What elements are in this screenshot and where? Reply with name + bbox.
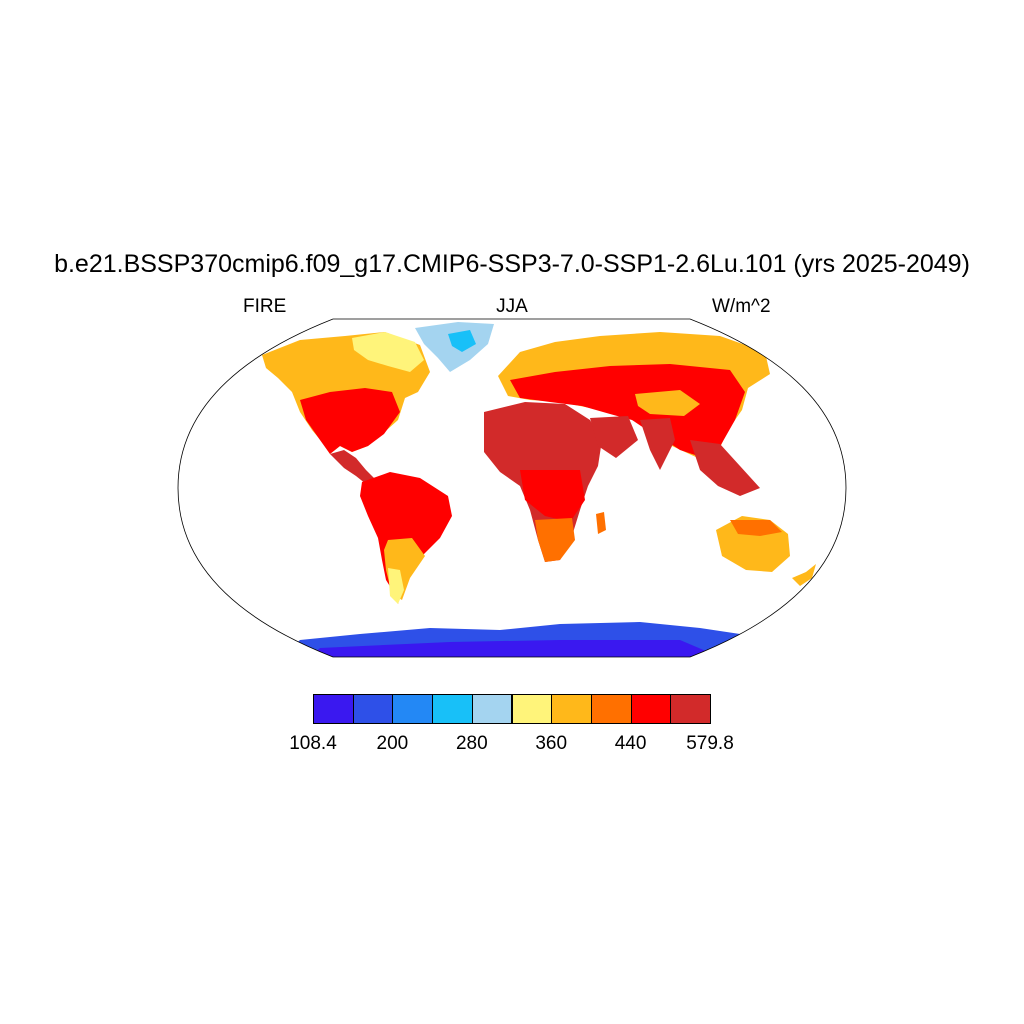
variable-label: FIRE [243,296,287,317]
plot-title: b.e21.BSSP370cmip6.f09_g17.CMIP6-SSP3-7.… [54,250,970,278]
arabia-land [590,416,638,458]
southeast-asia-land [690,440,760,496]
south-america-land [360,472,452,604]
colorbar-tick-label: 280 [455,733,488,754]
units-label: W/m^2 [712,296,771,317]
antarctica-interior [310,640,720,657]
colorbar-swatch [352,694,394,724]
map-border [177,318,847,658]
new-zealand [792,564,816,586]
colorbar-swatch [432,694,473,724]
colorbar-swatch [590,694,632,724]
greenland-interior [448,330,476,352]
colorbar-swatch [551,694,592,724]
colorbar-swatch [670,694,711,724]
colorbar-tick-label: 108.4 [289,733,337,754]
colorbar-swatch [313,694,354,724]
india-land [640,418,675,470]
colorbar-tick-label: 579.8 [686,733,734,754]
season-label: JJA [496,296,528,317]
patagonia [388,568,404,604]
colorbar-tick-label: 200 [376,733,409,754]
colorbar-tick-label: 360 [535,733,568,754]
north-america-south-band [300,388,400,454]
colorbar-swatch [471,694,513,724]
central-africa [520,470,585,522]
eurasia-south-band [510,364,745,456]
tibet-plateau [635,390,700,416]
colorbar-swatch [511,694,553,724]
madagascar [596,512,606,534]
colorbar-swatch [630,694,672,724]
australia-north [730,520,782,536]
north-america-arctic [352,332,424,372]
colorbar-swatch [392,694,434,724]
central-america-land [330,450,374,484]
southern-africa [535,518,575,562]
colorbar-tick-label: 440 [614,733,647,754]
